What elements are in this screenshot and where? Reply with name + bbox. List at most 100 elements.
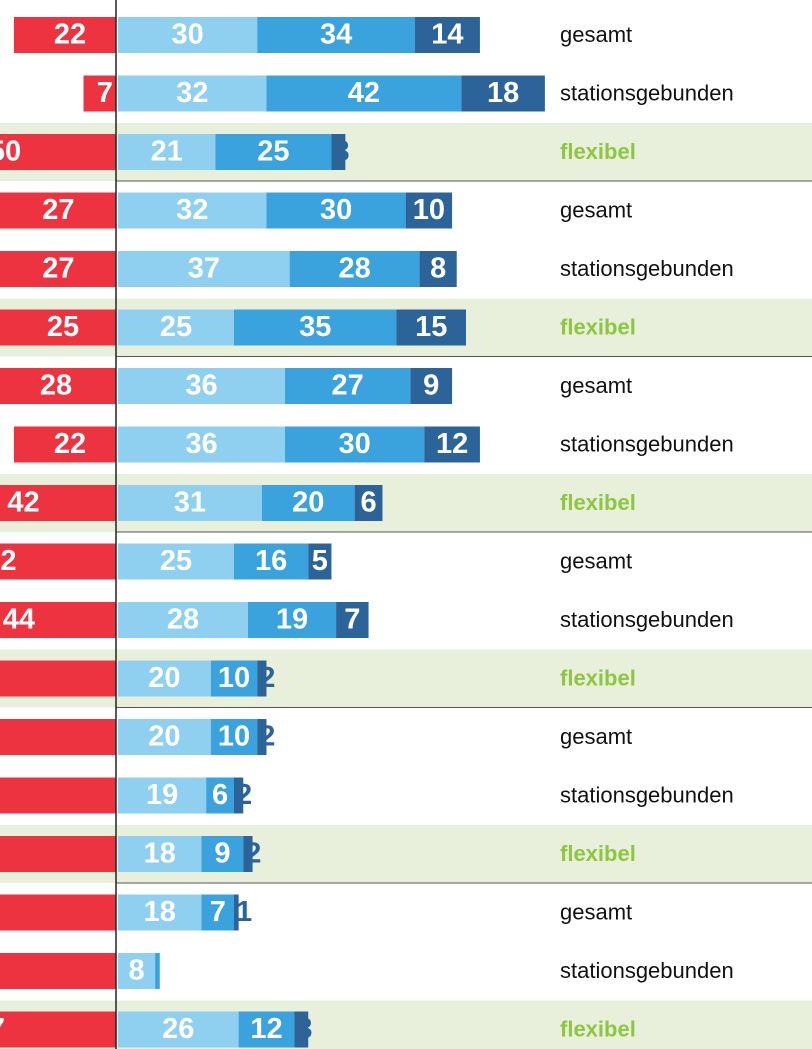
bar-segment <box>0 1011 117 1048</box>
bar-segment <box>424 426 480 463</box>
bar-segment <box>0 485 117 521</box>
bar-segment <box>405 192 453 229</box>
bar-segment <box>13 17 117 53</box>
bar-segment <box>0 660 116 697</box>
bar-segment <box>210 660 258 697</box>
value-label: 44 <box>3 604 35 636</box>
value-label: 42 <box>348 77 380 109</box>
value-label: 2 <box>259 662 275 694</box>
value-label: 3 <box>296 1013 312 1045</box>
category-label: stationsgebunden <box>560 782 734 807</box>
bar-segment <box>294 1011 309 1048</box>
value-label: 1 <box>236 896 252 928</box>
category-label: stationsgebunden <box>560 958 734 983</box>
bar-segment <box>419 251 457 287</box>
bar-segment <box>0 602 116 638</box>
bar-segment <box>0 777 116 814</box>
value-label: 2 <box>236 779 252 811</box>
value-label: 57 <box>0 1013 5 1045</box>
bar-segment <box>0 368 116 404</box>
value-label: 25 <box>160 311 192 343</box>
bar-segment <box>410 368 453 404</box>
bar-segment <box>0 309 116 346</box>
value-label: 31 <box>174 487 206 519</box>
value-label: 37 <box>188 253 220 285</box>
value-label: 27 <box>332 370 364 402</box>
bar-segment <box>234 894 239 931</box>
bar-segment <box>118 368 286 404</box>
bar-segment <box>0 836 116 872</box>
bar-segment <box>285 426 425 463</box>
bar-segment <box>83 75 116 112</box>
value-label: 20 <box>292 487 324 519</box>
value-label: 5 <box>312 545 328 577</box>
value-label: 8 <box>430 253 446 285</box>
category-label: flexibel <box>560 314 636 339</box>
value-label: 20 <box>148 662 180 694</box>
value-label: 27 <box>42 253 74 285</box>
bar-segment <box>210 719 258 755</box>
bars <box>0 17 545 1048</box>
category-label: flexibel <box>560 665 636 690</box>
value-label: 34 <box>320 19 352 51</box>
bar-segment <box>201 836 244 872</box>
bar-segment <box>118 134 216 170</box>
value-label: 18 <box>144 896 176 928</box>
bar-segment <box>155 953 160 989</box>
bar-segment <box>118 719 211 755</box>
category-label: stationsgebunden <box>560 607 734 632</box>
category-label: flexibel <box>560 139 636 164</box>
bar-segment <box>13 426 117 463</box>
bar-segment <box>118 426 286 463</box>
category-label: flexibel <box>560 841 636 866</box>
bar-segment <box>118 192 267 229</box>
bar-segment <box>336 602 369 638</box>
value-label: 7 <box>344 604 360 636</box>
value-label: 12 <box>436 428 468 460</box>
category-label: gesamt <box>560 548 632 573</box>
value-label: 35 <box>299 311 331 343</box>
value-label: 26 <box>162 1013 194 1045</box>
bar-segment <box>238 1011 295 1048</box>
bar-segment <box>414 17 480 53</box>
bar-segment <box>234 777 244 814</box>
bar-segment <box>461 75 545 112</box>
bar-segment <box>266 75 462 112</box>
bar-segment <box>0 953 117 989</box>
bar-segment <box>289 251 420 287</box>
category-label: stationsgebunden <box>560 256 734 281</box>
bar-segment <box>261 485 355 521</box>
value-label: 6 <box>360 487 376 519</box>
bar-segment <box>308 543 332 580</box>
value-label: 10 <box>413 194 445 226</box>
value-label: 16 <box>255 545 287 577</box>
bar-segment <box>331 134 346 170</box>
value-label: 10 <box>218 662 250 694</box>
bar-segment <box>0 251 116 287</box>
bar-segment <box>0 192 116 229</box>
bar-segment <box>257 660 267 697</box>
value-label: 15 <box>415 311 447 343</box>
value-label: 25 <box>257 136 289 168</box>
value-label: 2 <box>245 838 261 870</box>
value-label: 28 <box>167 604 199 636</box>
category-label: gesamt <box>560 724 632 749</box>
value-label: 52 <box>0 545 16 577</box>
bar-segment <box>118 485 262 521</box>
bar-segment <box>0 134 116 170</box>
value-label: 30 <box>339 428 371 460</box>
bar-segment <box>118 777 207 814</box>
bar-segment <box>118 543 234 580</box>
bar-segment <box>354 485 383 521</box>
value-label: 22 <box>54 19 86 51</box>
bar-segment <box>118 75 267 112</box>
bar-segment <box>118 17 258 53</box>
value-label: 9 <box>423 370 439 402</box>
bar-segment <box>247 602 337 638</box>
value-label: 25 <box>47 311 79 343</box>
bar-segment <box>257 17 415 53</box>
bar-segment <box>118 836 202 872</box>
bar-segment <box>206 777 234 814</box>
